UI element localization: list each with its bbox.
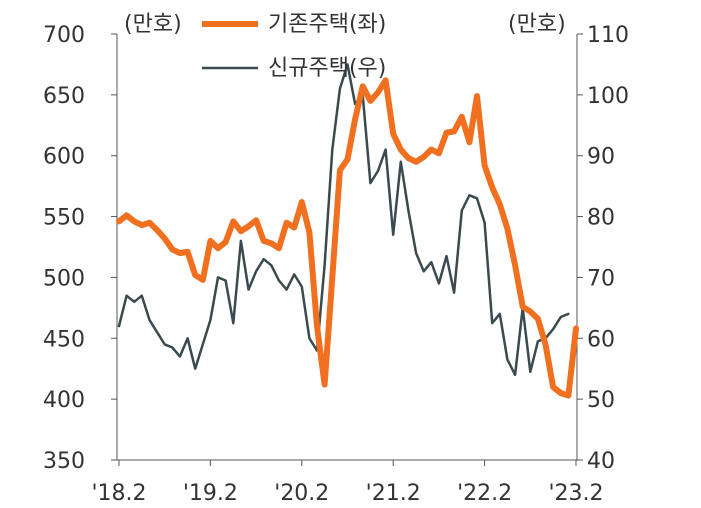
left-tick-label: 500 — [43, 266, 85, 291]
right-tick-label: 50 — [587, 388, 615, 413]
legend: 기존주택(좌) 신규주택(우) — [202, 12, 386, 81]
x-tick-label: '18.2 — [91, 481, 146, 506]
series-line-existing-homes — [116, 77, 579, 399]
x-tick-label: '21.2 — [366, 481, 421, 506]
right-tick-label: 100 — [587, 84, 629, 109]
left-axis-ticks: 700 650 600 550 500 450 400 350 — [43, 23, 117, 474]
series-line-new-homes — [117, 63, 570, 377]
x-tick-label: '19.2 — [183, 481, 238, 506]
right-tick-label: 70 — [587, 266, 615, 291]
right-tick-label: 80 — [587, 206, 615, 231]
right-tick-label: 90 — [587, 145, 615, 170]
legend-label-new: 신규주택(우) — [268, 56, 386, 81]
right-tick-label: 110 — [587, 23, 629, 48]
legend-label-existing: 기존주택(좌) — [268, 12, 386, 37]
right-axis-ticks: 110 100 90 80 70 60 50 40 — [577, 23, 629, 474]
x-tick-label: '20.2 — [274, 481, 329, 506]
left-tick-label: 600 — [43, 145, 85, 170]
x-tick-label: '22.2 — [457, 481, 512, 506]
left-tick-label: 350 — [43, 449, 85, 474]
x-axis-ticks: '18.2 '19.2 '20.2 '21.2 '22.2 '23.2 — [91, 460, 604, 506]
left-tick-label: 400 — [43, 388, 85, 413]
x-tick-label: '23.2 — [548, 481, 603, 506]
left-tick-label: 700 — [43, 23, 85, 48]
plot-frame — [116, 34, 578, 461]
left-tick-label: 650 — [43, 84, 85, 109]
left-tick-label: 450 — [43, 327, 85, 352]
right-axis-unit: (만호) — [508, 12, 566, 37]
right-tick-label: 40 — [587, 449, 615, 474]
series-layer — [116, 63, 579, 399]
right-tick-label: 60 — [587, 327, 615, 352]
left-tick-label: 550 — [43, 206, 85, 231]
left-axis-unit: (만호) — [124, 12, 182, 37]
